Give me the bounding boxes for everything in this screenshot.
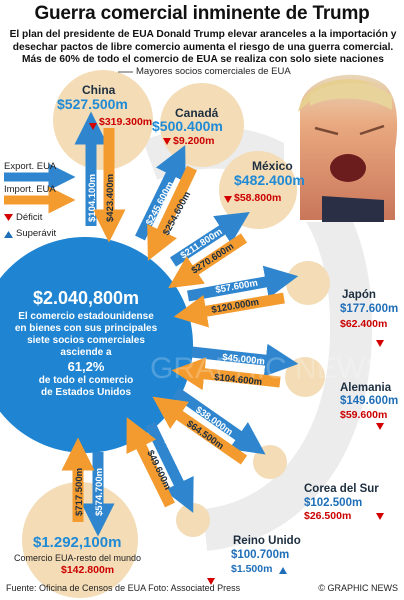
center-line-3: siete socios comerciales	[27, 335, 145, 346]
legend-surplus-icon	[4, 231, 13, 238]
center-pct: 61,2%	[67, 359, 105, 374]
center-line-1: El comercio estadounidense	[18, 311, 154, 322]
rest-export-value: $574.700m	[94, 468, 105, 516]
partner-total-mexico: $482.400m	[234, 172, 305, 188]
partner-total-china: $527.500m	[57, 96, 128, 112]
partner-arc	[142, 126, 373, 551]
deficit-icon	[207, 578, 215, 585]
mexico-export-arrow	[169, 211, 250, 267]
bubble-uk	[176, 503, 210, 537]
partner-balance-japan: $62.400m	[340, 318, 388, 330]
uk-import-arrow	[126, 417, 175, 508]
deficit-icon	[376, 340, 384, 347]
japan-import-arrow	[173, 292, 285, 328]
mexico-import-arrow	[168, 233, 248, 289]
korea-import-arrow	[152, 396, 248, 465]
bubble-mexico	[219, 151, 297, 229]
center-circle	[0, 237, 193, 453]
partner-balance-korea: $26.500m	[304, 510, 352, 522]
center-line-4: asciende a	[60, 347, 112, 358]
japan-export-value: $57.600m	[215, 278, 259, 296]
germany-export-arrow	[191, 343, 299, 377]
partner-total-korea: $102.500m	[304, 497, 363, 509]
partner-name-china: China	[82, 83, 116, 97]
legend-deficit-label: Déficit	[16, 212, 43, 223]
partner-balance-mexico: $58.800m	[234, 192, 282, 204]
subtitle: El plan del presidente de EUA Donald Tru…	[9, 29, 397, 65]
partner-total-uk: $100.700m	[231, 549, 290, 561]
partner-name-canada: Canadá	[175, 106, 219, 120]
japan-export-arrow	[187, 265, 299, 302]
rest-balance: $142.800m	[61, 564, 115, 576]
partner-total-japan: $177.600m	[340, 303, 399, 315]
center-line-2: en bienes con sus principales	[14, 323, 158, 334]
rest-total: $1.292,100m	[33, 534, 122, 551]
surplus-icon	[279, 567, 287, 574]
japan-import-value: $120.000m	[211, 297, 260, 316]
partner-name-korea: Corea del Sur	[304, 483, 379, 495]
deficit-icon	[376, 423, 384, 430]
china-import-value: $423.400m	[105, 174, 116, 222]
germany-export-value: $45.000m	[222, 352, 266, 367]
bubble-korea	[253, 445, 287, 479]
deficit-icon	[89, 123, 97, 130]
legend-surplus-label: Superávit	[16, 228, 57, 239]
partners-label: Mayores socios comerciales de EUA	[136, 66, 291, 77]
deficit-icon	[224, 196, 232, 203]
germany-import-arrow	[171, 357, 281, 391]
page-title: Guerra comercial inminente de Trump	[34, 3, 370, 24]
partner-name-germany: Alemania	[340, 382, 392, 394]
center-line-6: de Estados Unidos	[40, 387, 131, 398]
partner-name-japan: Japón	[342, 289, 376, 301]
partner-name-uk: Reino Unido	[233, 535, 301, 547]
rest-import-value: $717.500m	[74, 468, 85, 516]
partner-balance-canada: $9.200m	[173, 135, 215, 147]
watermark: GRAPHIC NEWS	[150, 352, 385, 385]
partner-balance-germany: $59.600m	[340, 409, 388, 421]
legend-deficit-icon	[4, 214, 13, 221]
partner-name-mexico: México	[252, 159, 293, 173]
rest-label: Comercio EUA-resto del mundo	[14, 553, 142, 563]
center-line-5: de todo el comercio	[38, 375, 134, 386]
partner-total-germany: $149.600m	[340, 395, 399, 407]
partner-balance-uk: $1.500m	[231, 563, 273, 575]
deficit-icon	[376, 513, 384, 520]
footer-source: Fuente: Oficina de Censos de EUA Foto: A…	[6, 583, 241, 593]
canada-export-arrow	[135, 145, 186, 241]
footer-credit: © GRAPHIC NEWS	[318, 583, 398, 593]
china-export-value: $104.100m	[87, 174, 98, 222]
legend-import-label: Import. EUA	[4, 184, 56, 195]
deficit-icon	[163, 138, 171, 145]
germany-import-value: $104.600m	[214, 372, 263, 388]
legend-export-label: Export. EUA	[4, 161, 57, 172]
trump-photo	[284, 72, 404, 222]
bubble-japan	[286, 261, 330, 305]
center-total: $2.040,800m	[32, 288, 140, 308]
canada-import-arrow	[147, 165, 197, 261]
partner-total-canada: $500.400m	[152, 118, 223, 134]
partner-balance-china: $319.300m	[99, 116, 153, 128]
